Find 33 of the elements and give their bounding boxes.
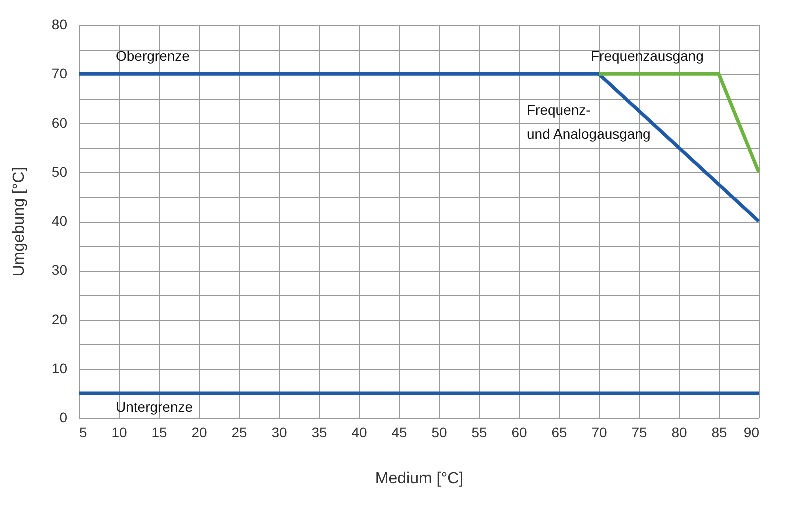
annotation: Obergrenze (116, 48, 190, 64)
y-tick-label: 40 (52, 213, 68, 229)
x-tick-label: 70 (592, 424, 608, 440)
y-tick-label: 30 (52, 262, 68, 278)
y-tick-label: 80 (52, 16, 68, 32)
x-tick-label: 30 (272, 424, 288, 440)
x-tick-label: 40 (352, 424, 368, 440)
x-tick-label: 20 (192, 424, 208, 440)
y-tick-label: 50 (52, 164, 68, 180)
x-tick-label: 45 (392, 424, 408, 440)
x-tick-label: 60 (512, 424, 528, 440)
y-tick-label: 20 (52, 311, 68, 328)
x-tick-label: 50 (432, 424, 448, 440)
y-tick-label: 0 (60, 410, 68, 426)
annotation: Untergrenze (116, 399, 194, 415)
y-tick-label: 70 (52, 66, 68, 82)
x-tick-label: 10 (112, 424, 128, 440)
x-axis-title: Medium [°C] (375, 470, 464, 488)
annotation: Frequenz- und Analogausgang (527, 102, 651, 142)
x-tick-label: 65 (552, 424, 568, 440)
x-tick-label: 15 (152, 424, 168, 440)
x-tick-label: 35 (312, 424, 328, 440)
x-tick-label: 55 (472, 424, 488, 440)
x-tick-label: 75 (632, 424, 648, 440)
x-tick-label: 25 (232, 424, 248, 440)
x-tick-label: 80 (672, 424, 688, 440)
annotation: Frequenzausgang (591, 48, 704, 64)
y-tick-label: 60 (52, 114, 68, 131)
y-tick-label: 10 (52, 360, 68, 376)
x-tick-label: 90 (744, 424, 760, 440)
y-axis-title: Umgebung [°C] (10, 167, 28, 277)
x-tick-label: 85 (712, 424, 728, 440)
x-tick-label: 5 (80, 424, 88, 440)
